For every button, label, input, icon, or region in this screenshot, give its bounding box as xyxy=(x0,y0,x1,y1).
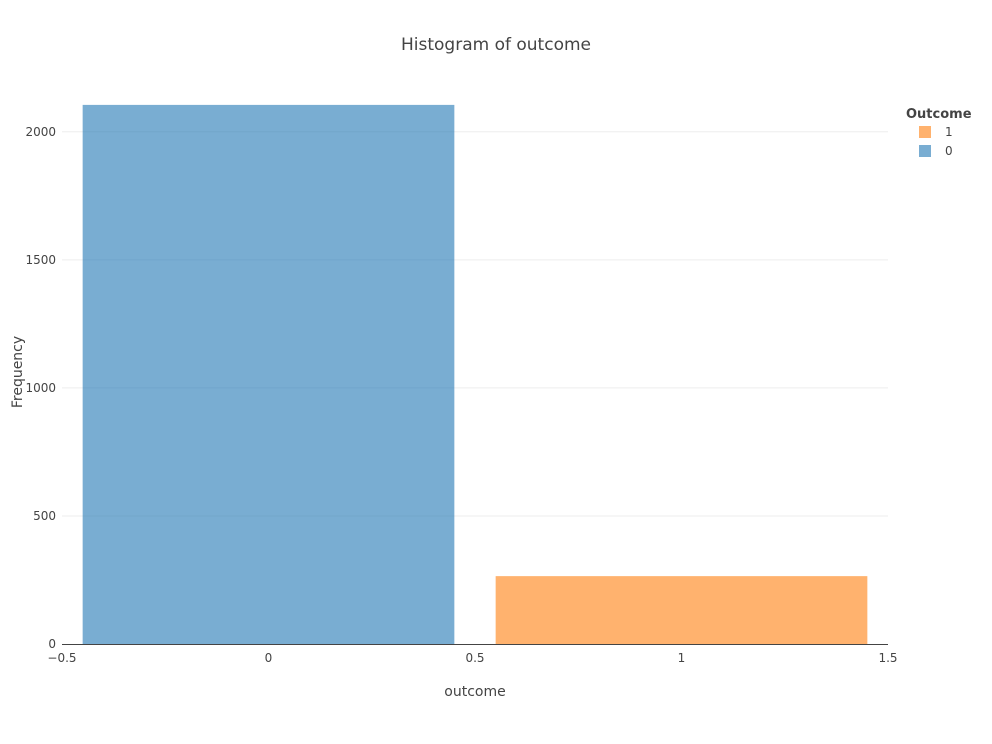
y-tick-label: 1500 xyxy=(25,253,56,267)
x-tick-label: 1.5 xyxy=(878,651,897,665)
y-tick-label: 500 xyxy=(33,509,56,523)
x-tick-label: 0 xyxy=(265,651,273,665)
legend-item-1[interactable]: 1 xyxy=(919,125,953,139)
x-tick-label: 1 xyxy=(678,651,686,665)
legend-label: 0 xyxy=(945,144,953,158)
y-tick-label: 0 xyxy=(48,637,56,651)
legend[interactable]: Outcome 1 0 xyxy=(906,107,972,158)
bar-layer xyxy=(82,104,868,644)
x-axis-title: outcome xyxy=(444,684,505,700)
legend-label: 1 xyxy=(945,125,953,139)
x-tick-label: −0.5 xyxy=(47,651,76,665)
chart-title: Histogram of outcome xyxy=(401,35,591,55)
y-tick-label: 1000 xyxy=(25,381,56,395)
bar-outcome-1[interactable] xyxy=(495,576,868,644)
x-tick-label: 0.5 xyxy=(465,651,484,665)
legend-item-0[interactable]: 0 xyxy=(919,144,953,158)
legend-swatch xyxy=(919,145,931,157)
y-axis-title: Frequency xyxy=(10,336,26,408)
y-tick-label: 2000 xyxy=(25,125,56,139)
bar-outcome-0[interactable] xyxy=(82,104,455,644)
legend-swatch xyxy=(919,126,931,138)
legend-title: Outcome xyxy=(906,107,972,122)
